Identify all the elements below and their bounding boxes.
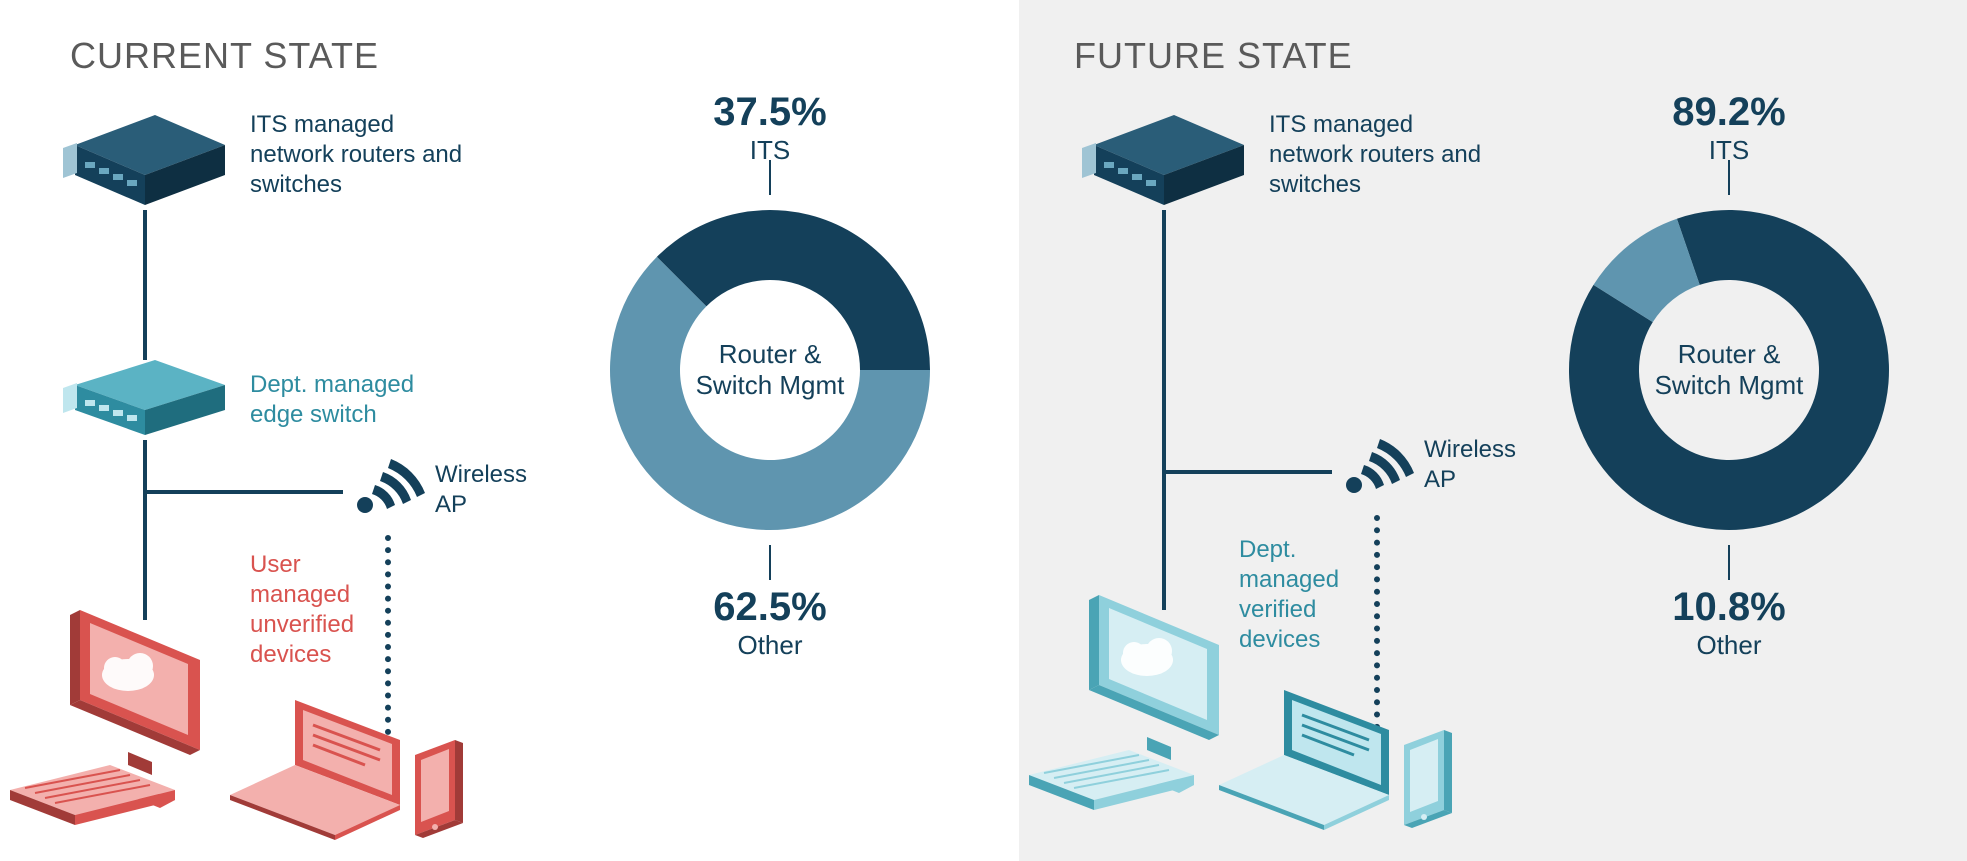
conn-edge-ap [143,490,343,494]
donut-future: 89.2% ITS Router & Switch Mgmt 10.8% Oth… [1549,190,1909,550]
router-icon-future [1074,110,1254,220]
donut-slice-its [657,210,930,370]
leader-top-right [1728,160,1730,195]
laptop-icon [225,690,415,840]
devices-label-future: Dept. managed verified devices [1239,535,1339,655]
donut-current-its-pct: 37.5% [590,90,950,135]
router-label: ITS managed network routers and switches [250,110,462,200]
panel-future-state: FUTURE STATE ITS managed network routers… [1019,0,1967,861]
wireless-ap-label-future: Wireless AP [1424,435,1516,495]
donut-current-other-name: Other [590,630,950,661]
donut-future-other-name: Other [1549,630,1909,661]
phone-icon-future [1394,725,1464,835]
conn-ap-future [1162,470,1332,474]
router-icon [55,110,235,220]
leader-bottom-right [1728,545,1730,580]
router-label-future: ITS managed network routers and switches [1269,110,1481,200]
donut-current-other-pct: 62.5% [590,585,950,630]
leader-bottom-left [769,545,771,580]
edge-switch-label: Dept. managed edge switch [250,370,414,430]
panel-current-state: CURRENT STATE ITS managed network router… [0,0,1019,861]
conn-router-edge [143,210,147,360]
phone-icon [405,735,475,845]
keyboard-icon-future [1019,745,1199,825]
heading-current: CURRENT STATE [70,35,379,77]
heading-future: FUTURE STATE [1074,35,1353,77]
devices-label-current: User managed unverified devices [250,550,354,670]
conn-router-devices-future [1162,210,1166,610]
donut-current: 37.5% ITS Router & Switch Mgmt 62.5% Oth… [590,190,950,550]
leader-top-left [769,160,771,195]
donut-future-other-pct: 10.8% [1549,585,1909,630]
wireless-ap-icon [345,450,425,530]
wireless-ap-label: Wireless AP [435,460,527,520]
donut-future-its-pct: 89.2% [1549,90,1909,135]
keyboard-icon [0,760,180,840]
wireless-ap-icon-future [1334,430,1414,510]
laptop-icon-future [1214,680,1404,830]
